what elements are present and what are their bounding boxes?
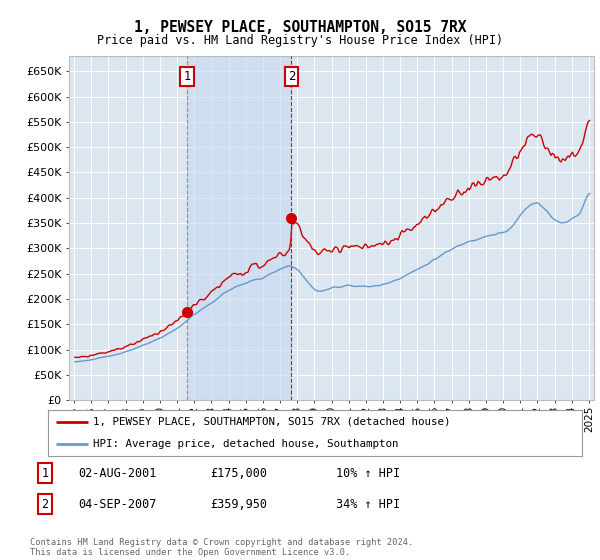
Text: 04-SEP-2007: 04-SEP-2007 xyxy=(78,497,157,511)
Text: 2: 2 xyxy=(288,70,295,83)
Text: 1, PEWSEY PLACE, SOUTHAMPTON, SO15 7RX (detached house): 1, PEWSEY PLACE, SOUTHAMPTON, SO15 7RX (… xyxy=(94,417,451,427)
Bar xyxy=(187,56,292,400)
Text: 1: 1 xyxy=(184,70,191,83)
Text: Contains HM Land Registry data © Crown copyright and database right 2024.
This d: Contains HM Land Registry data © Crown c… xyxy=(30,538,413,557)
Text: 1: 1 xyxy=(41,466,49,480)
Text: 02-AUG-2001: 02-AUG-2001 xyxy=(78,466,157,480)
Text: HPI: Average price, detached house, Southampton: HPI: Average price, detached house, Sout… xyxy=(94,439,399,449)
Text: 1, PEWSEY PLACE, SOUTHAMPTON, SO15 7RX: 1, PEWSEY PLACE, SOUTHAMPTON, SO15 7RX xyxy=(134,20,466,35)
Text: £175,000: £175,000 xyxy=(210,466,267,480)
Text: 34% ↑ HPI: 34% ↑ HPI xyxy=(336,497,400,511)
Text: Price paid vs. HM Land Registry's House Price Index (HPI): Price paid vs. HM Land Registry's House … xyxy=(97,34,503,46)
Text: £359,950: £359,950 xyxy=(210,497,267,511)
Text: 2: 2 xyxy=(41,497,49,511)
Text: 10% ↑ HPI: 10% ↑ HPI xyxy=(336,466,400,480)
